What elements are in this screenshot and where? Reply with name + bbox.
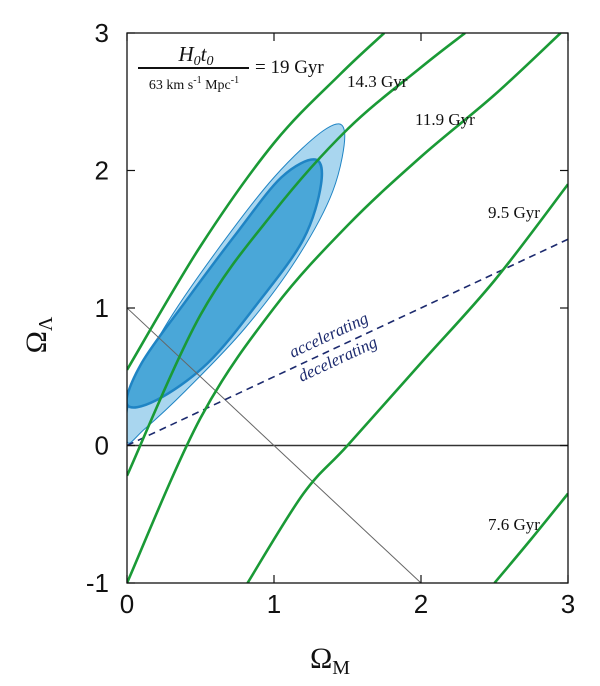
age-contour-14-3-Gyr (127, 33, 466, 477)
y-tick-label: 1 (95, 293, 109, 323)
acceleration-line (127, 238, 568, 447)
axis-layer: 0 1 2 3 -1 0 1 2 3 (86, 18, 575, 619)
y-tick-label: 0 (95, 431, 109, 461)
age-contour-7-6-Gyr (493, 492, 568, 583)
x-tick-label: 0 (120, 589, 134, 619)
plot-content (127, 33, 568, 583)
y-tick-label: 2 (95, 156, 109, 186)
x-axis-label: ΩM (310, 642, 350, 679)
age-label-9-5-Gyr: 9.5 Gyr (488, 203, 540, 222)
flat-universe-line (127, 307, 422, 583)
confidence-region-inner (127, 158, 324, 409)
formula-equals: = 19 Gyr (255, 57, 324, 78)
age-label-7-6-Gyr: 7.6 Gyr (488, 515, 540, 534)
age-contour-11-9-Gyr (127, 33, 562, 583)
age-contour-19-Gyr (127, 33, 386, 371)
age-label-14-3-Gyr: 14.3 Gyr (347, 72, 408, 91)
age-contour-9-5-Gyr (246, 183, 568, 583)
formula-annotation: H0t0 63 km s-1 Mpc-1 = 19 Gyr (138, 42, 324, 93)
x-tick-label: 3 (561, 589, 575, 619)
y-tick-label: 3 (95, 18, 109, 48)
age-label-11-9-Gyr: 11.9 Gyr (415, 110, 475, 129)
formula-denominator: 63 km s-1 Mpc-1 (149, 75, 239, 93)
plot-layer (127, 33, 568, 583)
x-tick-label: 1 (267, 589, 281, 619)
y-tick-label: -1 (86, 568, 109, 598)
formula-numerator: H0t0 (177, 42, 213, 69)
x-tick-label: 2 (414, 589, 428, 619)
y-axis-label: ΩΛ (20, 316, 57, 353)
